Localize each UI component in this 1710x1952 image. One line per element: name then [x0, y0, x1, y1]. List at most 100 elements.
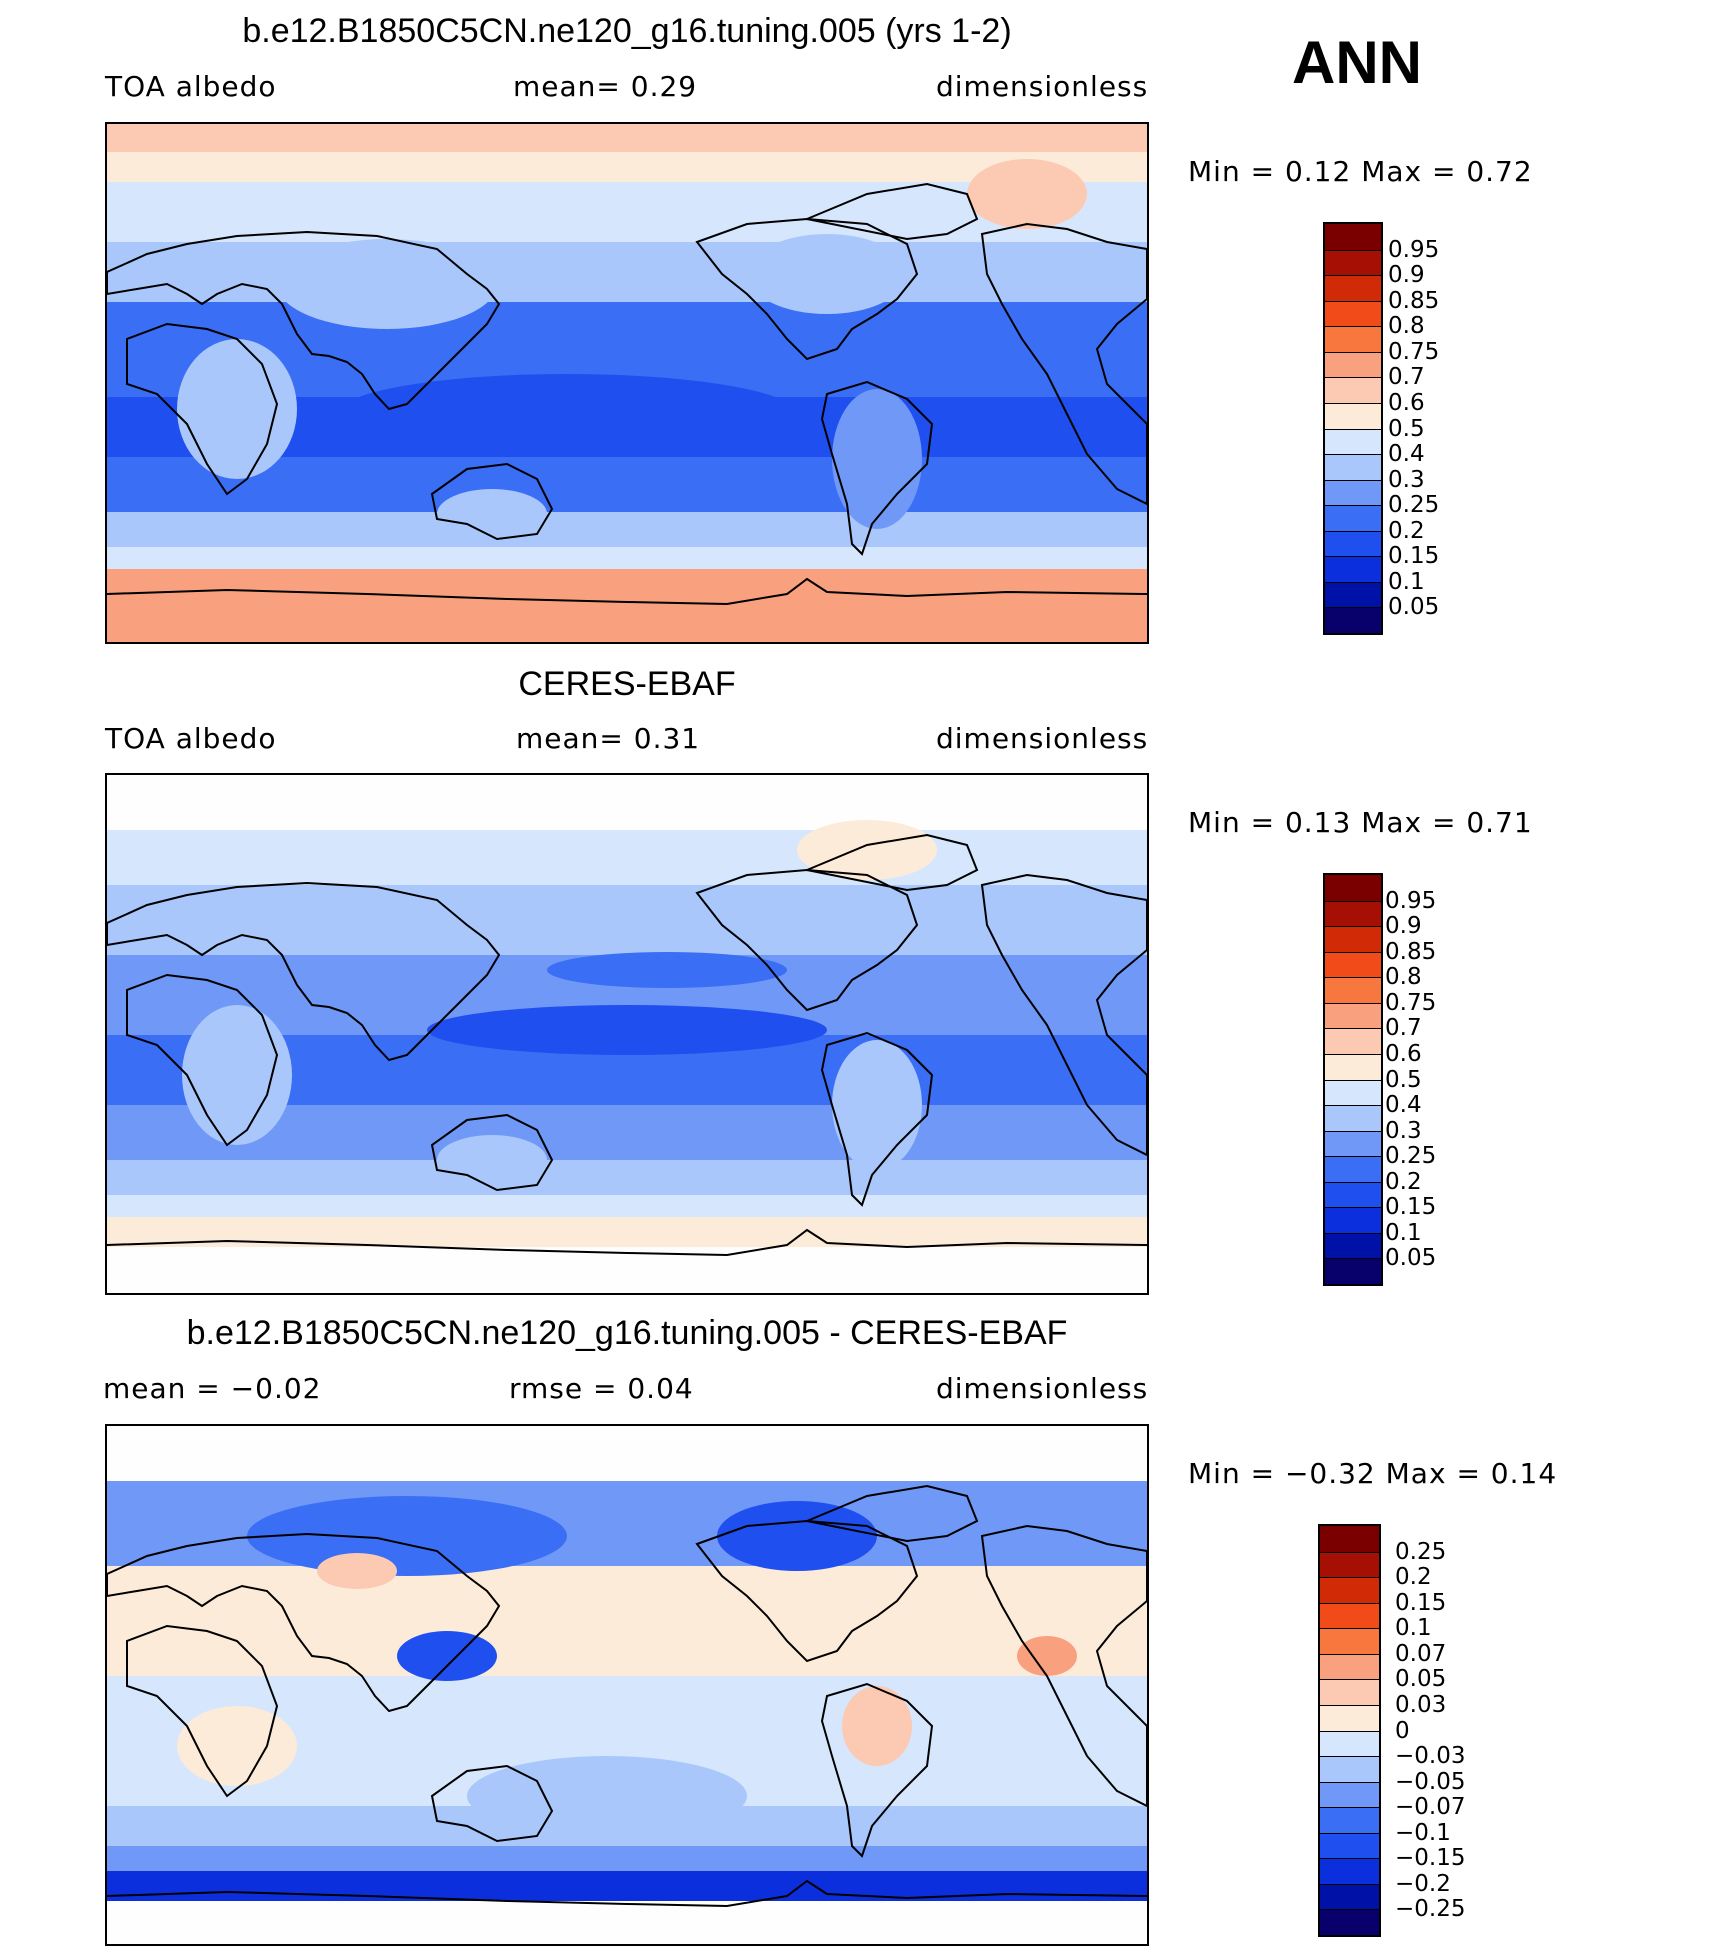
colorbar-swatch [1320, 1883, 1379, 1910]
colorbar-swatch [1320, 1781, 1379, 1808]
albedo-band [107, 830, 1147, 885]
colorbar-tick-label: −0.1 [1395, 1819, 1451, 1846]
albedo-region [467, 1756, 747, 1836]
colorbar-swatch [1325, 1258, 1381, 1284]
colorbar-swatch [1325, 479, 1381, 506]
colorbar-tick-label: 0.7 [1388, 364, 1425, 391]
world-map [107, 775, 1147, 1293]
colorbar [1318, 1524, 1381, 1937]
mean-label: mean = −0.02 [103, 1372, 322, 1405]
colorbar-tick-label: 0.15 [1388, 543, 1440, 570]
colorbar-tick-label: 0.85 [1388, 287, 1440, 314]
colorbar-swatch [1320, 1704, 1379, 1731]
colorbar-tick-label: 0.9 [1385, 913, 1422, 940]
colorbar-swatch [1320, 1526, 1379, 1552]
colorbar-swatch [1320, 1807, 1379, 1833]
albedo-band [107, 1426, 1147, 1481]
coastlines [107, 182, 1147, 606]
colorbar-tick-label: 0.85 [1385, 938, 1437, 965]
albedo-band [107, 1481, 1147, 1491]
map-panel [105, 122, 1149, 644]
colorbar-swatch [1325, 351, 1381, 378]
albedo-band [107, 1846, 1147, 1871]
colorbar-swatch [1325, 951, 1381, 978]
albedo-band [107, 775, 1147, 830]
colorbar-tick-label: −0.25 [1395, 1896, 1466, 1923]
panel-title: CERES-EBAF [518, 665, 736, 703]
colorbar-tick-label: 0.25 [1388, 492, 1440, 519]
rmse-label: rmse = 0.04 [509, 1372, 694, 1405]
colorbar-tick-label: 0.15 [1395, 1589, 1447, 1616]
colorbar-tick-label: 0.6 [1385, 1040, 1422, 1067]
colorbar-swatch [1325, 1105, 1381, 1131]
albedo-band [107, 512, 1147, 547]
colorbar-swatch [1325, 1207, 1381, 1233]
colorbar-tick-label: −0.07 [1395, 1794, 1466, 1821]
albedo-region [1017, 1636, 1077, 1676]
albedo-region [182, 1005, 292, 1145]
colorbar-swatch [1325, 275, 1381, 301]
colorbar-swatch [1325, 377, 1381, 403]
colorbar-tick-label: 0.8 [1385, 964, 1422, 991]
colorbar-swatch [1320, 1551, 1379, 1578]
world-map [107, 1426, 1147, 1944]
colorbar-swatch [1320, 1730, 1379, 1757]
colorbar-tick-label: 0.2 [1395, 1564, 1432, 1591]
colorbar-swatch [1325, 977, 1381, 1003]
colorbar-swatch [1325, 1053, 1381, 1080]
colorbar-swatch [1325, 1130, 1381, 1157]
colorbar-swatch [1320, 1628, 1379, 1654]
colorbar-swatch [1320, 1832, 1379, 1859]
colorbar-tick-label: 0.15 [1385, 1194, 1437, 1221]
colorbar-swatch [1325, 326, 1381, 352]
colorbar-tick-label: 0.4 [1385, 1092, 1422, 1119]
colorbar-swatch [1325, 402, 1381, 429]
colorbar-swatch [1325, 1181, 1381, 1208]
albedo-region [437, 1135, 547, 1185]
albedo-region [832, 1040, 922, 1170]
albedo-region [797, 820, 937, 880]
albedo-region [717, 1501, 877, 1571]
colorbar-swatch [1325, 505, 1381, 531]
season-label: ANN [1292, 29, 1422, 96]
colorbar [1323, 222, 1383, 635]
field-label: TOA albedo [105, 70, 277, 103]
map-panel [105, 1424, 1149, 1946]
colorbar-tick-label: 0 [1395, 1717, 1410, 1744]
albedo-region [177, 339, 297, 479]
albedo-region [277, 239, 497, 329]
map-panel [105, 773, 1149, 1295]
albedo-band [107, 1195, 1147, 1217]
colorbar-swatch [1320, 1909, 1379, 1935]
colorbar-swatch [1325, 581, 1381, 608]
colorbar-swatch [1320, 1756, 1379, 1782]
colorbar-swatch [1325, 875, 1381, 901]
colorbar-swatch [1325, 428, 1381, 455]
albedo-region [177, 1706, 297, 1786]
colorbar-swatch [1325, 607, 1381, 633]
colorbar-tick-label: 0.2 [1388, 517, 1425, 544]
panel-title: b.e12.B1850C5CN.ne120_g16.tuning.005 (yr… [242, 12, 1012, 50]
colorbar-tick-label: 0.3 [1388, 466, 1425, 493]
albedo-band [107, 1871, 1147, 1901]
colorbar-swatch [1325, 926, 1381, 952]
albedo-region [967, 159, 1087, 229]
albedo-region [247, 1496, 567, 1576]
colorbar-tick-label: 0.8 [1388, 313, 1425, 340]
albedo-region [397, 1631, 497, 1681]
colorbar-tick-label: 0.05 [1388, 594, 1440, 621]
colorbar-tick-label: 0.75 [1385, 989, 1437, 1016]
albedo-region [337, 374, 797, 454]
min-max-label: Min = −0.32 Max = 0.14 [1188, 1457, 1558, 1490]
mean-label: mean= 0.29 [513, 70, 698, 103]
world-map [107, 124, 1147, 642]
colorbar-swatch [1325, 454, 1381, 480]
min-max-label: Min = 0.12 Max = 0.72 [1188, 155, 1533, 188]
albedo-region [437, 489, 547, 539]
colorbar-swatch [1325, 900, 1381, 927]
colorbar-tick-label: −0.05 [1395, 1768, 1466, 1795]
panel-title: b.e12.B1850C5CN.ne120_g16.tuning.005 - C… [186, 1314, 1068, 1352]
colorbar-swatch [1325, 1002, 1381, 1029]
albedo-band [107, 1901, 1147, 1944]
colorbar-swatch [1320, 1602, 1379, 1629]
